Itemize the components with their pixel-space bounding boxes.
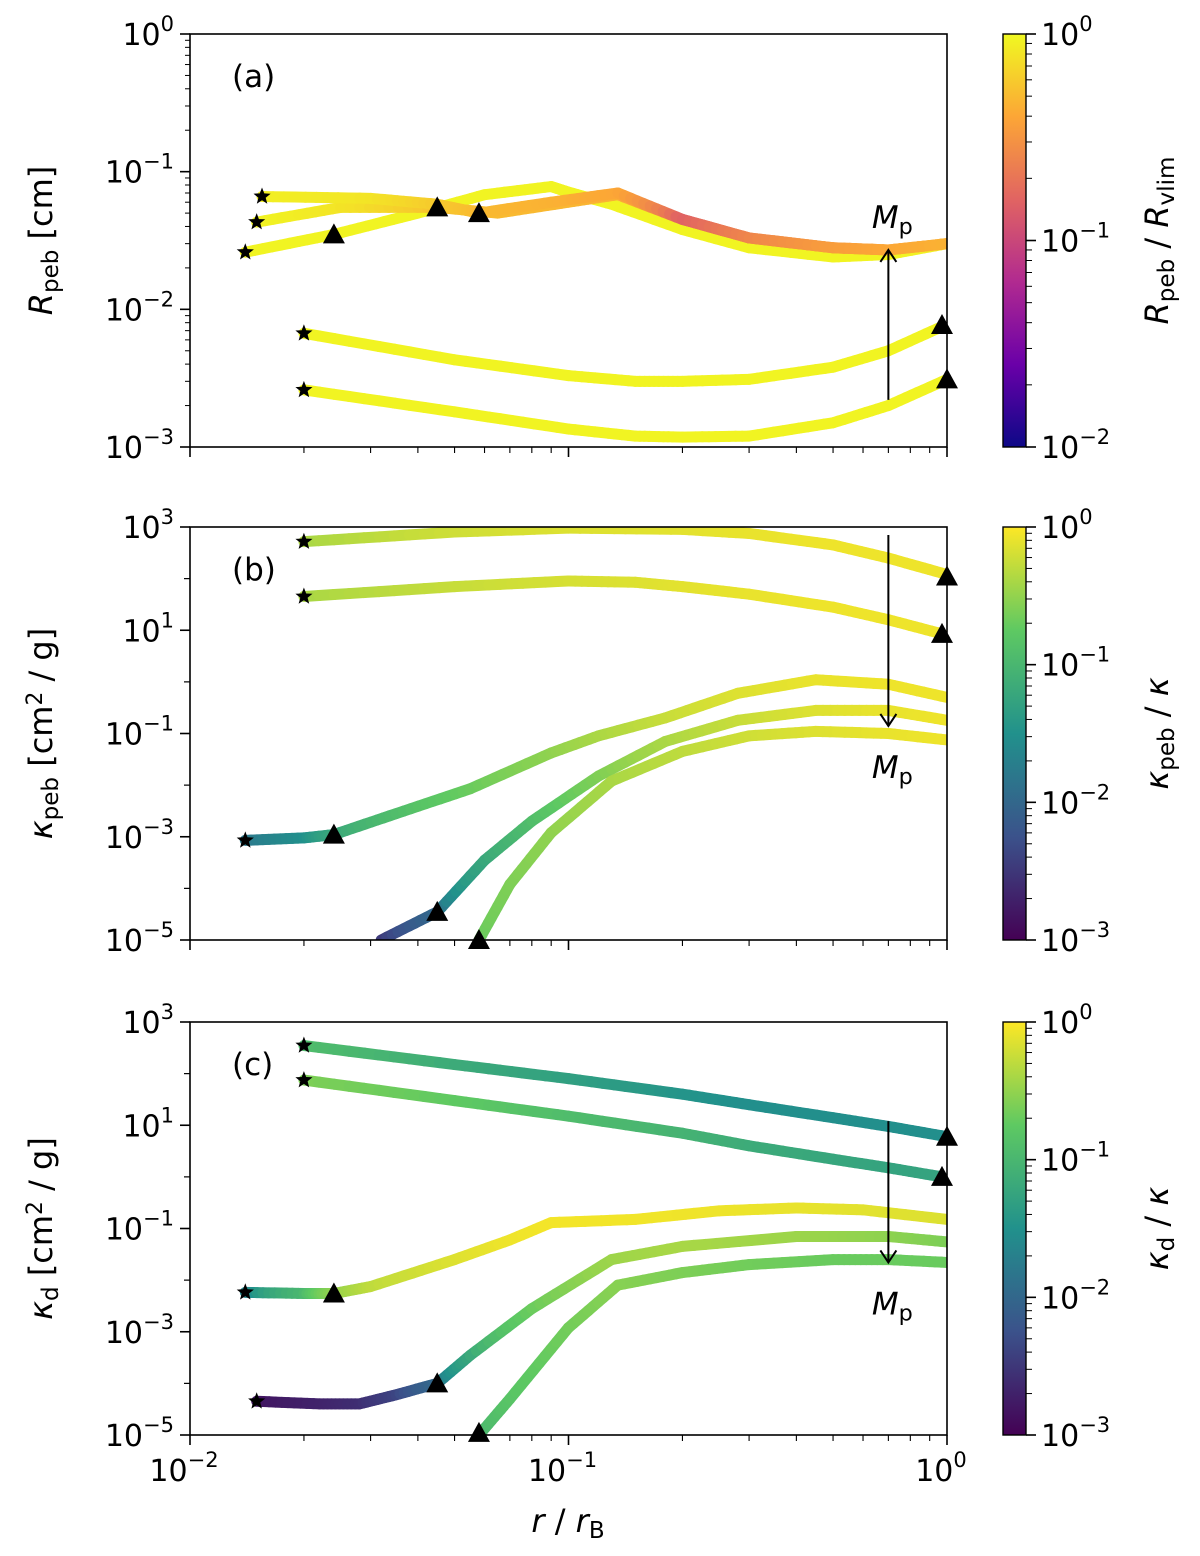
y-tick-label: 103 <box>122 505 174 546</box>
end-marker-triangle <box>930 313 953 334</box>
series-segment <box>935 238 947 250</box>
start-marker-star <box>236 243 254 260</box>
series-line-0-1 <box>298 321 947 387</box>
panel-label: (b) <box>232 552 276 588</box>
y-tick-label: 10−1 <box>105 150 174 191</box>
start-marker-star <box>248 1392 266 1409</box>
start-marker-star <box>236 1283 254 1300</box>
colorbar-tick-label: 100 <box>1041 1000 1093 1041</box>
end-marker-triangle <box>426 196 449 217</box>
panel-2-data <box>239 1040 947 1435</box>
y-tick-label: 10−5 <box>105 918 174 959</box>
end-marker-triangle <box>322 1282 345 1303</box>
series-line-0-0 <box>298 373 947 443</box>
series-line-1-2 <box>239 674 947 846</box>
start-marker-star <box>248 213 266 230</box>
panel-1-data <box>239 527 947 940</box>
y-tick-label: 10−5 <box>105 1413 174 1454</box>
y-tick-label: 101 <box>122 608 174 649</box>
series-line-2-3 <box>251 1230 947 1410</box>
panel-label: (a) <box>232 59 275 95</box>
colorbar-tick-label: 100 <box>1041 12 1093 53</box>
x-tick-label: 10−1 <box>528 1448 597 1489</box>
series-segment <box>935 733 947 746</box>
mp-label: Mp <box>872 750 913 790</box>
y-tick-label: 10−3 <box>105 425 174 466</box>
start-marker-star <box>236 831 254 848</box>
y-axis-title: Rpeb [cm] <box>22 166 64 316</box>
y-tick-label: 10−3 <box>105 1310 174 1351</box>
start-marker-star <box>295 587 313 604</box>
end-marker-triangle <box>467 202 490 223</box>
series-segment <box>933 1212 947 1225</box>
series-line-2-2 <box>239 1202 947 1300</box>
end-marker-triangle <box>322 223 345 244</box>
x-tick-label: 10−2 <box>149 1448 218 1489</box>
mp-label: Mp <box>872 1286 913 1326</box>
x-axis-title: r / rB <box>531 1502 604 1544</box>
series-line-2-1 <box>298 1074 947 1183</box>
series-line-1-3 <box>375 704 947 940</box>
colorbar <box>1002 526 1027 941</box>
colorbar-tick-label: 10−3 <box>1041 1413 1110 1454</box>
y-axis-title: κd [cm2 / g] <box>22 1137 64 1320</box>
series-line-0-2 <box>239 181 947 263</box>
colorbar-tick-label: 10−2 <box>1041 780 1110 821</box>
start-marker-star <box>295 324 313 341</box>
start-marker-star <box>295 1071 313 1088</box>
y-tick-label: 10−2 <box>105 287 174 328</box>
colorbar <box>1002 33 1027 448</box>
series-line-1-0 <box>298 527 947 581</box>
colorbar-tick-label: 10−1 <box>1041 219 1110 260</box>
colorbar-title: Rpeb / Rvlim <box>1138 157 1180 325</box>
mass-trend-arrow <box>879 1121 898 1265</box>
y-tick-label: 10−3 <box>105 815 174 856</box>
axes-layer <box>180 33 1036 1445</box>
y-tick-label: 100 <box>122 12 174 53</box>
colorbar-tick-label: 10−2 <box>1041 425 1110 466</box>
mp-label: Mp <box>872 200 913 240</box>
series-segment <box>935 713 947 726</box>
colorbar-tick-label: 10−3 <box>1041 918 1110 959</box>
panel-0-data <box>239 181 947 443</box>
y-axis-title: κpeb [cm2 / g] <box>22 628 64 839</box>
series-line-1-1 <box>298 575 947 640</box>
series-segment <box>935 1235 947 1248</box>
series-segment <box>935 690 947 703</box>
end-marker-triangle <box>322 823 345 844</box>
colorbar-title: κpeb / κ <box>1138 677 1180 789</box>
y-tick-label: 10−1 <box>105 712 174 753</box>
panel-label: (c) <box>232 1047 273 1083</box>
y-tick-label: 101 <box>122 1103 174 1144</box>
colorbar-tick-label: 100 <box>1041 505 1093 546</box>
series-line-2-4 <box>473 1254 947 1435</box>
series-line-1-4 <box>473 725 947 940</box>
colorbar <box>1002 1021 1027 1436</box>
start-marker-star <box>295 1036 313 1053</box>
colorbar-tick-label: 10−2 <box>1041 1275 1110 1316</box>
start-marker-star <box>295 380 313 398</box>
y-tick-label: 10−1 <box>105 1207 174 1248</box>
start-marker-star <box>253 187 271 204</box>
colorbar-tick-label: 10−1 <box>1041 643 1110 684</box>
start-marker-star <box>295 532 313 549</box>
mass-trend-arrow <box>879 248 898 400</box>
series-line-0-4 <box>256 187 947 256</box>
end-marker-triangle <box>426 1372 449 1393</box>
mass-trend-arrow <box>879 534 898 728</box>
y-tick-label: 103 <box>122 1000 174 1041</box>
text-layer: 10−3 10−2 10−1 100 (a) Rpeb [cm] Mp 10−2 10−1 100… <box>22 12 1180 1544</box>
x-tick-label: 100 <box>915 1448 967 1489</box>
data-layer <box>236 181 958 1442</box>
colorbar-tick-label: 10−1 <box>1041 1138 1110 1179</box>
end-marker-triangle <box>426 900 449 921</box>
colorbar-title: κd / κ <box>1138 1187 1180 1271</box>
